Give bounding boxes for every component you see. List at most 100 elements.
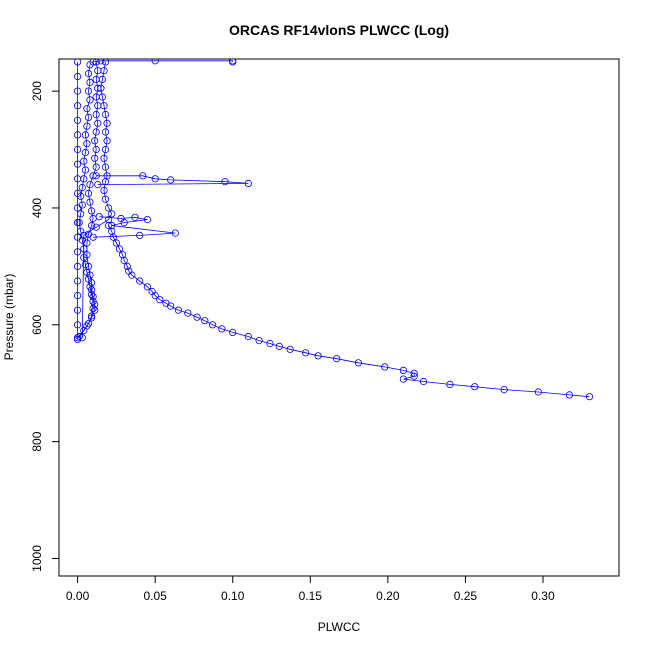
x-tick-label: 0.30 bbox=[531, 589, 555, 603]
data-point bbox=[500, 385, 508, 394]
data-point bbox=[80, 157, 88, 165]
x-tick-label: 0.25 bbox=[454, 589, 478, 603]
data-point bbox=[105, 204, 113, 212]
data-point bbox=[88, 221, 96, 230]
data-point bbox=[91, 154, 99, 162]
data-point bbox=[81, 131, 90, 139]
data-point bbox=[100, 102, 108, 110]
data-point bbox=[88, 207, 96, 215]
data-point bbox=[92, 172, 100, 180]
x-axis: 0.00 0.05 0.10 0.15 0.20 0.25 0.30 bbox=[66, 575, 555, 603]
data-point bbox=[103, 119, 111, 127]
data-point bbox=[244, 332, 252, 341]
data-point bbox=[109, 233, 117, 241]
data-point bbox=[151, 291, 159, 300]
data-point bbox=[221, 178, 229, 186]
data-point bbox=[171, 229, 179, 237]
data-point bbox=[89, 304, 97, 312]
data-point bbox=[80, 175, 88, 183]
data-point bbox=[275, 342, 283, 350]
data-point bbox=[74, 131, 82, 139]
data-point bbox=[84, 87, 93, 95]
data-point bbox=[92, 223, 100, 231]
data-point bbox=[78, 201, 86, 209]
data-point bbox=[92, 163, 100, 171]
y-tick-label: 600 bbox=[30, 314, 44, 334]
x-axis-label: PLWCC bbox=[318, 620, 361, 634]
data-point bbox=[139, 172, 147, 180]
series-group bbox=[74, 59, 594, 401]
data-point bbox=[83, 322, 91, 330]
data-point bbox=[103, 137, 111, 145]
data-point bbox=[74, 116, 82, 124]
data-point bbox=[120, 256, 128, 265]
data-point bbox=[88, 279, 96, 287]
data-point bbox=[112, 239, 121, 247]
data-point bbox=[86, 96, 94, 104]
series-line bbox=[93, 60, 234, 63]
data-point bbox=[255, 336, 263, 345]
data-point bbox=[98, 75, 107, 84]
data-point bbox=[74, 87, 82, 95]
data-point bbox=[534, 388, 542, 396]
data-point bbox=[84, 189, 93, 197]
y-tick-label: 800 bbox=[30, 431, 44, 451]
data-point bbox=[89, 233, 97, 241]
data-point bbox=[100, 67, 108, 75]
data-point bbox=[333, 355, 341, 363]
plot-area bbox=[74, 59, 594, 401]
data-point bbox=[74, 145, 82, 154]
data-point bbox=[84, 70, 93, 78]
data-point bbox=[86, 78, 94, 87]
data-point bbox=[84, 319, 93, 328]
data-point bbox=[419, 377, 428, 386]
data-point bbox=[108, 210, 116, 218]
data-point bbox=[88, 286, 96, 294]
data-point bbox=[128, 271, 136, 279]
data-point bbox=[354, 359, 362, 367]
data-point bbox=[151, 59, 159, 65]
data-point bbox=[156, 296, 164, 304]
data-point bbox=[115, 245, 124, 253]
data-point bbox=[81, 166, 90, 174]
data-point bbox=[266, 339, 274, 348]
y-axis: 200 400 600 800 1000 bbox=[30, 81, 60, 572]
data-point bbox=[471, 383, 479, 391]
data-point bbox=[77, 192, 85, 200]
data-point bbox=[399, 366, 407, 374]
data-point bbox=[143, 216, 151, 224]
series-line bbox=[108, 225, 590, 398]
data-point bbox=[98, 93, 107, 101]
data-point bbox=[84, 262, 93, 270]
data-point bbox=[209, 321, 217, 329]
data-point bbox=[151, 175, 159, 183]
data-point bbox=[143, 283, 151, 291]
x-tick-label: 0.05 bbox=[143, 589, 167, 603]
data-point bbox=[92, 128, 100, 136]
data-point bbox=[101, 163, 110, 171]
data-point bbox=[92, 59, 100, 66]
data-point bbox=[94, 181, 102, 189]
data-point bbox=[101, 145, 110, 154]
data-point bbox=[105, 221, 113, 230]
data-point bbox=[100, 154, 108, 162]
data-point bbox=[86, 181, 94, 189]
data-point bbox=[108, 221, 116, 230]
data-point bbox=[74, 262, 82, 270]
x-tick-label: 0.00 bbox=[66, 589, 90, 603]
data-point bbox=[92, 145, 100, 154]
data-point bbox=[86, 271, 94, 279]
data-point bbox=[95, 213, 103, 221]
chart-title: ORCAS RF14vlonS PLWCC (Log) bbox=[229, 22, 449, 38]
data-point bbox=[399, 375, 407, 383]
series-line bbox=[93, 216, 176, 238]
data-point bbox=[381, 363, 389, 371]
data-point bbox=[88, 314, 96, 322]
data-point bbox=[80, 231, 88, 239]
data-point bbox=[136, 231, 144, 239]
data-point bbox=[97, 59, 105, 65]
data-point bbox=[136, 277, 144, 285]
y-tick-label: 400 bbox=[30, 198, 44, 218]
data-point bbox=[78, 183, 86, 192]
